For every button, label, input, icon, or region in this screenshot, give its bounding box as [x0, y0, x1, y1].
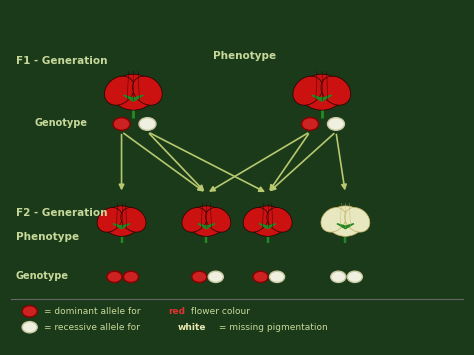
- Polygon shape: [121, 224, 130, 229]
- Text: = recessive allele for: = recessive allele for: [44, 323, 143, 332]
- Ellipse shape: [300, 74, 344, 110]
- Circle shape: [270, 271, 284, 283]
- Circle shape: [331, 271, 346, 283]
- Text: F2 - Generation: F2 - Generation: [16, 208, 107, 218]
- Polygon shape: [337, 224, 346, 229]
- Ellipse shape: [321, 76, 351, 105]
- Ellipse shape: [188, 206, 225, 236]
- Ellipse shape: [293, 76, 323, 105]
- Text: = missing pigmentation: = missing pigmentation: [216, 323, 328, 332]
- Polygon shape: [133, 95, 143, 101]
- Ellipse shape: [182, 208, 207, 232]
- Polygon shape: [346, 224, 354, 229]
- Ellipse shape: [249, 206, 286, 236]
- Circle shape: [328, 118, 345, 130]
- Text: Phenotype: Phenotype: [16, 233, 79, 242]
- Circle shape: [22, 322, 37, 333]
- Polygon shape: [312, 95, 322, 101]
- Text: red: red: [169, 307, 186, 316]
- Circle shape: [107, 271, 122, 283]
- Circle shape: [113, 118, 130, 130]
- Circle shape: [253, 271, 268, 283]
- Ellipse shape: [243, 208, 268, 232]
- Ellipse shape: [111, 74, 155, 110]
- Ellipse shape: [321, 208, 346, 232]
- Ellipse shape: [267, 208, 292, 232]
- Circle shape: [123, 271, 138, 283]
- Ellipse shape: [103, 206, 140, 236]
- Ellipse shape: [133, 76, 162, 105]
- Text: white: white: [178, 323, 207, 332]
- Text: Genotype: Genotype: [35, 118, 87, 128]
- Text: F1 - Generation: F1 - Generation: [16, 56, 107, 66]
- Polygon shape: [259, 224, 268, 229]
- Ellipse shape: [206, 208, 231, 232]
- Polygon shape: [206, 224, 215, 229]
- Circle shape: [22, 306, 37, 317]
- Circle shape: [139, 118, 156, 130]
- Circle shape: [192, 271, 207, 283]
- Ellipse shape: [345, 208, 370, 232]
- Ellipse shape: [121, 208, 146, 232]
- Polygon shape: [113, 224, 121, 229]
- Text: = dominant allele for: = dominant allele for: [44, 307, 143, 316]
- Polygon shape: [322, 95, 332, 101]
- Text: Phenotype: Phenotype: [213, 51, 276, 61]
- Polygon shape: [123, 95, 133, 101]
- Circle shape: [208, 271, 223, 283]
- Ellipse shape: [104, 76, 134, 105]
- Circle shape: [301, 118, 319, 130]
- Polygon shape: [198, 224, 206, 229]
- Polygon shape: [268, 224, 276, 229]
- Text: flower colour: flower colour: [188, 307, 249, 316]
- Ellipse shape: [327, 206, 364, 236]
- Ellipse shape: [97, 208, 122, 232]
- Circle shape: [347, 271, 362, 283]
- Text: Genotype: Genotype: [16, 271, 69, 281]
